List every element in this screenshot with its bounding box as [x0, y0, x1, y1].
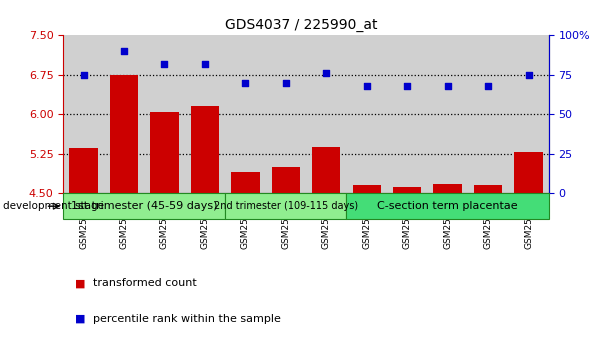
Point — [200, 61, 210, 67]
Point — [443, 83, 452, 88]
Text: 2nd trimester (109-115 days): 2nd trimester (109-115 days) — [213, 201, 358, 211]
Bar — [434, 184, 462, 193]
Bar — [63, 193, 225, 219]
Point — [362, 83, 371, 88]
Bar — [474, 185, 502, 193]
Bar — [69, 148, 98, 193]
Text: C-section term placentae: C-section term placentae — [377, 201, 518, 211]
Bar — [387, 35, 428, 193]
Point — [241, 80, 250, 85]
Text: ■: ■ — [75, 278, 86, 288]
Bar — [306, 35, 347, 193]
Bar — [150, 112, 178, 193]
Point — [79, 72, 89, 78]
Text: ■: ■ — [75, 314, 86, 324]
Bar — [514, 152, 543, 193]
Bar — [265, 35, 306, 193]
Bar — [144, 35, 185, 193]
Point — [402, 83, 412, 88]
Bar — [508, 35, 549, 193]
Text: percentile rank within the sample: percentile rank within the sample — [93, 314, 282, 324]
Point — [523, 72, 533, 78]
Text: development stage: development stage — [3, 201, 104, 211]
Bar — [225, 35, 265, 193]
Bar — [347, 35, 387, 193]
Bar — [428, 35, 468, 193]
Point — [119, 48, 129, 54]
Text: 1st trimester (45-59 days): 1st trimester (45-59 days) — [71, 201, 218, 211]
Point — [321, 70, 331, 76]
Bar — [185, 35, 225, 193]
Bar — [393, 187, 421, 193]
Bar — [468, 35, 508, 193]
Bar — [231, 172, 259, 193]
Bar — [191, 106, 219, 193]
Point — [281, 80, 291, 85]
Bar — [271, 167, 300, 193]
Point — [160, 61, 169, 67]
Text: transformed count: transformed count — [93, 278, 197, 288]
Bar — [63, 35, 104, 193]
Bar — [353, 185, 381, 193]
Bar — [312, 147, 341, 193]
Point — [483, 83, 493, 88]
Text: GDS4037 / 225990_at: GDS4037 / 225990_at — [226, 18, 377, 32]
Bar — [110, 75, 138, 193]
Bar — [225, 193, 347, 219]
Bar — [104, 35, 144, 193]
Bar — [347, 193, 549, 219]
